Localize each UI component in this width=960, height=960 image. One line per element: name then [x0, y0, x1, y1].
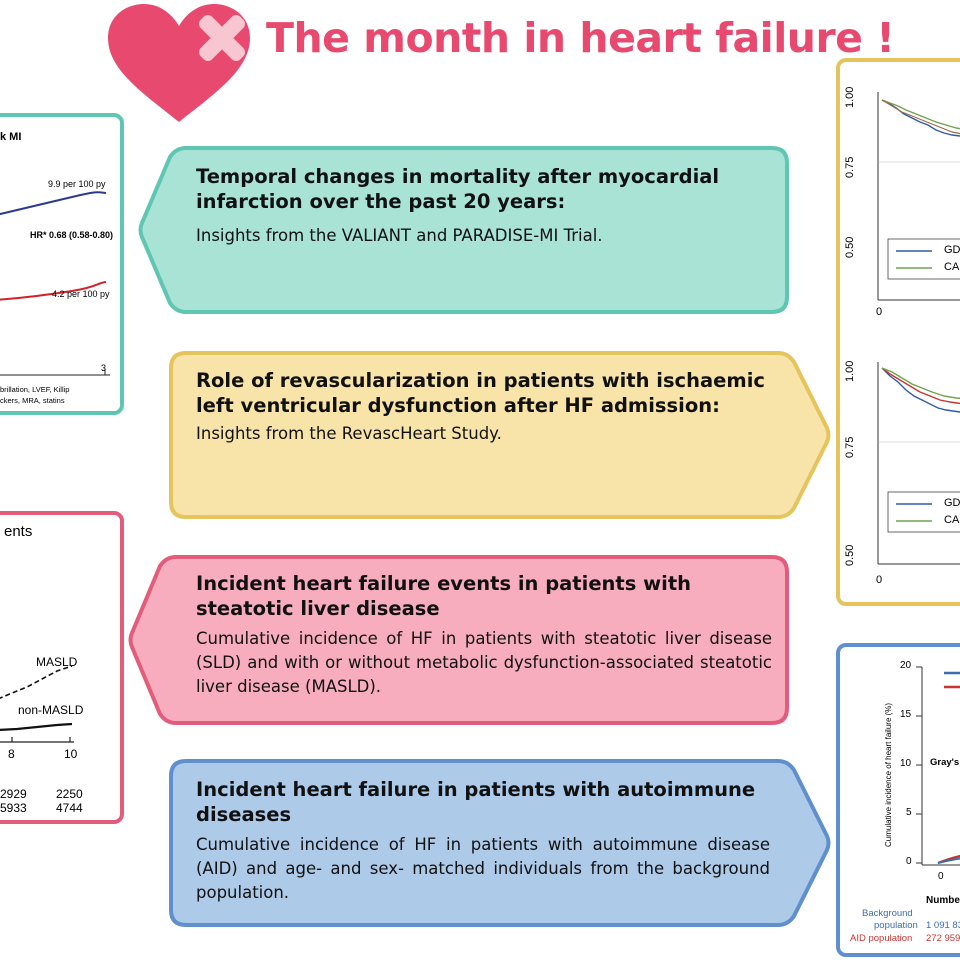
grays-test-label: Gray's t	[930, 757, 960, 768]
background-population-label-2: population	[874, 920, 918, 931]
y-tick-20: 20	[900, 660, 912, 671]
legend-upper-gd: GD	[944, 244, 960, 256]
thumbnail-masld-chart: ents MASLD non-MASLD 8 10 2929 2250 5933…	[0, 511, 124, 824]
risk-table-row-2-col-2: 4744	[56, 801, 83, 815]
aid-population-value: 272 959	[926, 933, 960, 944]
x-axis-tick-10: 10	[64, 747, 78, 761]
number-at-risk-label: Number	[926, 895, 960, 906]
topic-card-autoimmune[interactable]: Incident heart failure in patients with …	[168, 758, 834, 928]
aid-population-label: AID population	[850, 933, 913, 944]
thumbnail-revascheart-km-chart: 1.00 0.75 0.50 0 GD CA 1.00 0.75 0.50 0 …	[836, 58, 960, 606]
topic-title: Incident heart failure in patients with …	[196, 778, 756, 826]
risk-table-row-1-col-1: 2929	[0, 787, 27, 801]
topic-subtitle: Cumulative incidence of HF in patients w…	[196, 835, 770, 902]
non-masld-series-label: non-MASLD	[18, 703, 84, 717]
y-tick-15: 15	[900, 709, 912, 720]
y-tick-lower-0-75: 0.75	[844, 436, 856, 458]
topic-title: Temporal changes in mortality after myoc…	[196, 165, 720, 213]
y-tick-10: 10	[900, 758, 912, 769]
heart-logo-icon	[108, 4, 250, 122]
footnote-line-2: ckers, MRA, statins	[0, 396, 65, 405]
y-tick-upper-1-00: 1.00	[844, 86, 856, 108]
x-tick-lower-0: 0	[876, 574, 883, 586]
topic-subtitle: Insights from the VALIANT and PARADISE-M…	[196, 226, 603, 245]
legend-lower-gd: GD	[944, 497, 960, 509]
topic-title: Role of revascularization in patients wi…	[196, 369, 765, 417]
topic-card-steatotic-liver[interactable]: Incident heart failure events in patient…	[126, 554, 790, 726]
y-tick-upper-0-50: 0.50	[844, 236, 856, 258]
y-tick-upper-0-75: 0.75	[844, 156, 856, 178]
y-tick-5: 5	[906, 807, 912, 818]
hazard-ratio-label: HR* 0.68 (0.58-0.80)	[30, 230, 114, 240]
masld-series-label: MASLD	[36, 655, 78, 669]
legend-lower-ca: CA	[944, 514, 960, 526]
lower-rate-label: 4.2 per 100 py	[52, 289, 110, 299]
risk-table-row-2-col-1: 5933	[0, 801, 27, 815]
y-tick-0: 0	[906, 856, 912, 867]
y-tick-lower-1-00: 1.00	[844, 360, 856, 382]
thumbnail-mi-mortality-chart: k MI 9.9 per 100 py HR* 0.68 (0.58-0.80)…	[0, 113, 124, 415]
footnote-line-1: brillation, LVEF, Killip	[0, 385, 70, 394]
risk-table-row-1-col-2: 2250	[56, 787, 83, 801]
background-population-label-1: Background	[862, 908, 913, 919]
x-tick-upper-0: 0	[876, 306, 883, 318]
topic-subtitle: Cumulative incidence of HF in patients w…	[196, 629, 772, 696]
background-population-value: 1 091 836	[926, 920, 960, 931]
y-tick-lower-0-50: 0.50	[844, 544, 856, 566]
upper-rate-label: 9.9 per 100 py	[48, 179, 106, 189]
chart-title-fragment: ents	[4, 523, 33, 540]
topic-subtitle: Insights from the RevascHeart Study.	[196, 424, 502, 443]
x-tick-0: 0	[938, 871, 944, 882]
x-axis-tick-8: 8	[8, 747, 15, 761]
thumbnail-aid-incidence-chart: 20 15 10 5 0 Cumulative incidence of hea…	[836, 643, 960, 957]
chart-title-fragment: k MI	[0, 131, 22, 143]
legend-upper-ca: CA	[944, 261, 960, 273]
topic-card-mi-mortality[interactable]: Temporal changes in mortality after myoc…	[136, 145, 790, 315]
page-title: The month in heart failure !	[266, 14, 895, 62]
topic-card-revascularization[interactable]: Role of revascularization in patients wi…	[168, 350, 834, 520]
x-axis-tick: 3	[101, 363, 107, 373]
y-axis-label: Cumulative incidence of heart failure (%…	[884, 702, 893, 847]
topic-title: Incident heart failure events in patient…	[196, 572, 692, 620]
